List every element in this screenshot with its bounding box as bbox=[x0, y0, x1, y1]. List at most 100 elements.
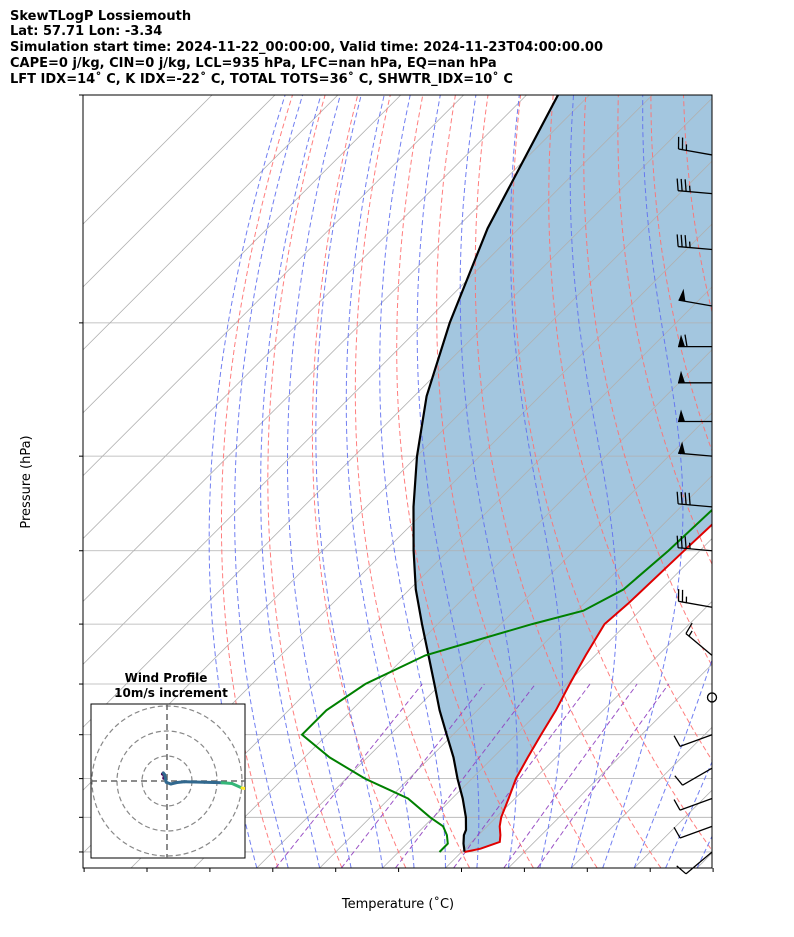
hodograph-segment bbox=[220, 781, 234, 785]
barb-full bbox=[676, 178, 679, 191]
barb-staff bbox=[678, 148, 713, 156]
dewpoint-profile bbox=[300, 508, 712, 853]
dry-adiabat bbox=[436, 95, 598, 868]
profile-curves bbox=[300, 95, 712, 853]
wind-barb bbox=[678, 370, 712, 384]
barb-full bbox=[676, 234, 679, 247]
moist-adiabat bbox=[602, 95, 684, 868]
barb-full bbox=[676, 865, 687, 875]
simulation-times: Simulation start time: 2024-11-22_00:00:… bbox=[10, 40, 603, 55]
barb-staff bbox=[678, 299, 713, 307]
barb-flag bbox=[678, 409, 685, 422]
index-params: LFT IDX=14˚ C, K IDX=-22˚ C, TOTAL TOTS=… bbox=[10, 72, 513, 87]
hodograph-inset: Wind Profile 10m/s increment bbox=[90, 671, 246, 859]
wind-barb bbox=[674, 767, 713, 786]
mixing-ratio-line bbox=[341, 683, 485, 868]
barb-staff bbox=[679, 797, 713, 811]
moist-adiabat bbox=[208, 95, 286, 868]
barb-full bbox=[684, 179, 687, 192]
hodograph-title: Wind Profile bbox=[125, 671, 208, 685]
isotherm-line bbox=[445, 600, 712, 868]
barb-staff bbox=[678, 547, 713, 552]
dry-adiabat bbox=[583, 95, 712, 667]
cape-cin-shading bbox=[413, 95, 712, 852]
wind-barb bbox=[676, 851, 713, 875]
moist-adiabat bbox=[379, 95, 446, 868]
cin-region bbox=[413, 95, 712, 852]
wind-barb bbox=[685, 622, 713, 656]
wind-barb bbox=[673, 797, 713, 811]
isotherm-line bbox=[130, 286, 712, 868]
barb-full bbox=[684, 235, 687, 248]
wind-barb bbox=[677, 589, 713, 608]
barb-full bbox=[676, 535, 679, 548]
barb-half bbox=[688, 630, 693, 637]
barb-staff bbox=[678, 245, 713, 251]
barb-staff bbox=[678, 503, 713, 508]
isotherm-line bbox=[256, 412, 712, 868]
dry-adiabat bbox=[396, 95, 534, 868]
barb-full bbox=[680, 535, 683, 549]
wind-barb bbox=[678, 409, 712, 423]
hodograph-subtitle: 10m/s increment bbox=[114, 686, 228, 700]
y-axis-label: Pressure (hPa) bbox=[19, 435, 34, 528]
dry-adiabat bbox=[474, 95, 662, 868]
isotherm-line bbox=[83, 95, 276, 288]
moist-adiabat bbox=[416, 95, 480, 868]
barb-full bbox=[673, 799, 681, 811]
temperature-profile bbox=[464, 523, 712, 853]
dry-adiabat bbox=[749, 95, 794, 868]
moist-adiabat bbox=[234, 95, 304, 868]
moist-adiabat bbox=[287, 95, 352, 868]
isotherm-line bbox=[83, 97, 712, 728]
wind-barb bbox=[676, 234, 713, 251]
isotherm-line bbox=[83, 95, 653, 665]
barb-flag bbox=[678, 334, 685, 347]
location-info: Lat: 57.71 Lon: -3.34 bbox=[10, 24, 163, 39]
moist-adiabat bbox=[510, 95, 563, 868]
dry-adiabat bbox=[716, 95, 794, 868]
axes-frame bbox=[79, 94, 714, 872]
moist-adiabat bbox=[459, 95, 518, 868]
isotherm-line bbox=[193, 349, 712, 868]
hodograph-plot bbox=[91, 704, 245, 858]
wind-barb bbox=[676, 178, 713, 195]
barb-full bbox=[673, 735, 681, 747]
barb-full bbox=[680, 492, 683, 505]
wind-barb bbox=[678, 288, 713, 307]
dry-adiabat bbox=[781, 95, 794, 868]
barb-staff bbox=[678, 190, 713, 195]
moist-adiabat bbox=[345, 95, 415, 868]
barb-full bbox=[674, 775, 684, 786]
moist-adiabat bbox=[665, 760, 712, 868]
moist-adiabat bbox=[315, 95, 384, 868]
background-lines bbox=[83, 95, 794, 868]
mixing-ratio-line bbox=[536, 683, 670, 868]
wind-barb bbox=[676, 491, 713, 508]
barb-staff bbox=[678, 600, 713, 608]
wind-barb bbox=[673, 734, 713, 747]
isotherm-line bbox=[83, 95, 590, 603]
barb-full bbox=[688, 492, 691, 505]
isotherm-line bbox=[83, 95, 464, 477]
barb-staff bbox=[685, 633, 713, 656]
dry-adiabat bbox=[354, 95, 471, 868]
mixing-ratio-line bbox=[503, 683, 638, 868]
barb-full bbox=[676, 491, 679, 504]
barb-full bbox=[684, 334, 688, 347]
dry-adiabat bbox=[221, 95, 293, 868]
moist-adiabat bbox=[633, 658, 712, 868]
barb-flag bbox=[678, 370, 685, 383]
barb-flag bbox=[678, 288, 686, 302]
wind-barb bbox=[677, 136, 713, 156]
barb-full bbox=[684, 492, 687, 505]
chart-title: SkewTLogP Lossiemouth bbox=[10, 9, 192, 24]
dry-adiabat bbox=[512, 95, 712, 852]
moist-adiabat bbox=[569, 95, 618, 868]
wind-barbs bbox=[673, 136, 718, 875]
wind-barb bbox=[706, 692, 718, 703]
barb-full bbox=[680, 178, 683, 192]
barb-flag bbox=[678, 441, 686, 454]
wind-barb bbox=[676, 535, 713, 552]
